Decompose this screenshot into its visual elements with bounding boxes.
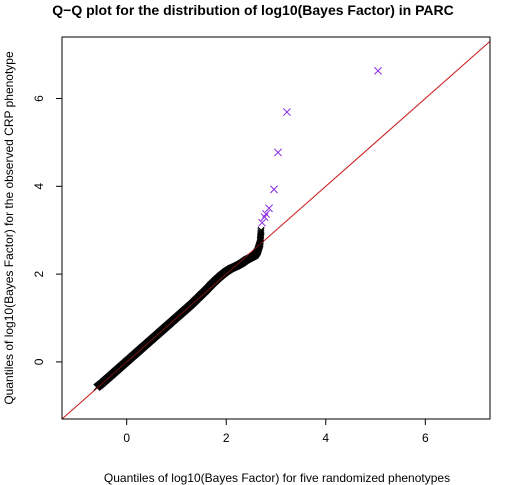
outlier-point <box>274 148 282 157</box>
x-tick-label: 2 <box>223 431 230 445</box>
x-axis-label: Quantiles of log10(Bayes Factor) for fiv… <box>104 471 450 485</box>
y-axis-label: Quantiles of log10(Bayes Factor) for the… <box>2 51 16 405</box>
y-tick-label: 0 <box>32 358 46 365</box>
outlier-point <box>262 209 271 218</box>
y-tick-label: 4 <box>32 183 46 190</box>
data-point <box>257 229 265 237</box>
x-tick-label: 4 <box>322 431 329 445</box>
plot-frame <box>61 36 491 420</box>
outlier-point <box>270 185 278 194</box>
x-tick-label: 6 <box>422 431 429 445</box>
outlier-point <box>258 218 267 227</box>
x-tick-label: 0 <box>123 431 130 445</box>
data-point <box>257 226 265 234</box>
reference-line-overlay <box>62 41 490 419</box>
y-tick-label: 6 <box>32 95 46 102</box>
outlier-point <box>265 204 273 213</box>
y-tick-label: 2 <box>32 270 46 277</box>
data-point <box>257 228 265 236</box>
outlier-point <box>282 108 291 117</box>
plot-area: 0 2 4 6 0 2 4 6 <box>32 36 491 445</box>
outlier-point <box>374 66 382 75</box>
chart-title: Q−Q plot for the distribution of log10(B… <box>52 2 453 18</box>
